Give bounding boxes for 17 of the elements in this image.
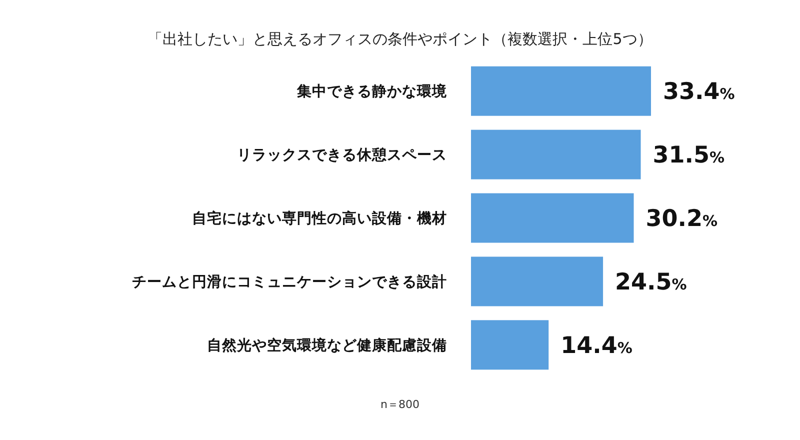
bar (471, 256, 604, 306)
bar (471, 320, 549, 370)
bar (471, 193, 634, 243)
y-tick-label: 自宅にはない専門性の高い設備・機材 (192, 209, 447, 228)
chart-title: 「出社したい」と思えるオフィスの条件やポイント（複数選択・上位5つ） (148, 30, 652, 48)
text: n＝800 (380, 398, 420, 411)
bar (471, 130, 641, 180)
y-tick-label: リラックスできる休憩スペース (237, 146, 447, 164)
y-tick-label: 自然光や空気環境など健康配慮設備 (207, 336, 447, 354)
data-label: 14.4% (560, 332, 632, 359)
bar (471, 66, 651, 116)
y-tick-label: 集中できる静かな環境 (296, 82, 448, 100)
data-label: 24.5% (615, 270, 687, 296)
y-tick-label: チームと円滑にコミュニケーションできる設計 (132, 274, 447, 291)
data-label: 33.4% (663, 79, 735, 106)
data-label: 30.2% (646, 206, 718, 232)
data-label: 31.5% (652, 142, 725, 169)
